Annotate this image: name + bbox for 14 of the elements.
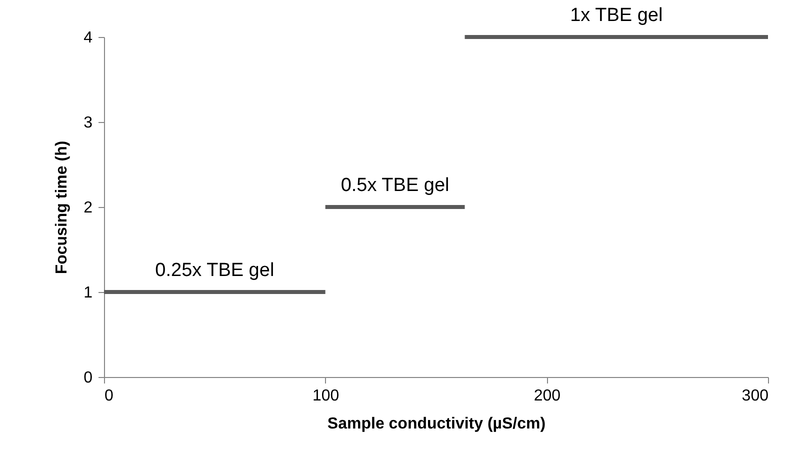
series-label: 0.5x TBE gel bbox=[340, 175, 450, 196]
x-tick-label: 300 bbox=[742, 388, 769, 404]
y-tick-label: 3 bbox=[84, 114, 93, 132]
y-tick-label: 4 bbox=[84, 30, 93, 46]
y-axis-title: Focusing time (h) bbox=[54, 140, 71, 274]
x-tick-label: 100 bbox=[312, 388, 340, 404]
series-label: 0.25x TBE gel bbox=[155, 260, 274, 281]
x-tick-label: 0 bbox=[104, 388, 114, 404]
x-tick-label: 200 bbox=[534, 388, 561, 404]
y-tick-label: 1 bbox=[84, 284, 93, 302]
y-tick-label: 0 bbox=[84, 370, 93, 386]
y-tick-label: 2 bbox=[84, 200, 93, 216]
series-label: 1x TBE gel bbox=[570, 5, 663, 26]
x-axis-title: Sample conductivity (µS/cm) bbox=[327, 416, 546, 432]
